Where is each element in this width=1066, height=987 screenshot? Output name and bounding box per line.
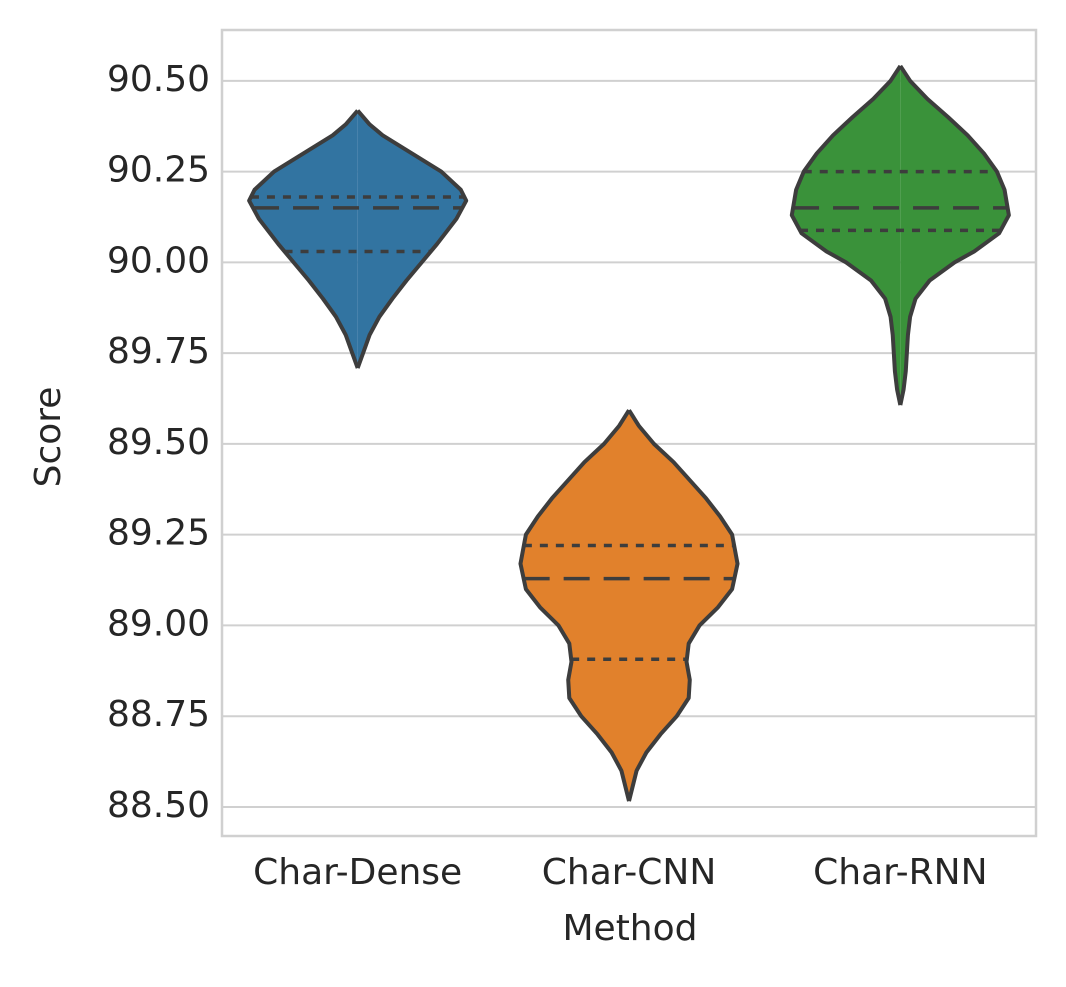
y-tick-label: 90.00 — [107, 240, 210, 281]
x-axis-label: Method — [562, 908, 697, 949]
y-tick-label: 88.75 — [107, 694, 210, 735]
y-tick-label: 90.50 — [107, 59, 210, 100]
y-tick-label: 89.25 — [107, 513, 210, 554]
violin-half — [898, 64, 1011, 406]
y-tick-label: 89.00 — [107, 603, 210, 644]
x-tick-label: Char-RNN — [813, 852, 987, 893]
y-tick-label: 89.75 — [107, 331, 210, 372]
plot-frame — [220, 28, 1038, 838]
violin-half — [789, 64, 903, 406]
y-tick-label: 90.25 — [107, 150, 210, 191]
violin-half — [247, 109, 360, 369]
x-tick-label: Char-Dense — [253, 852, 462, 893]
y-tick-label: 88.50 — [107, 785, 210, 826]
y-axis-label: Score — [28, 387, 69, 488]
y-tick-label: 89.50 — [107, 422, 210, 463]
violin-half — [627, 409, 740, 802]
violin-half — [355, 109, 469, 369]
violin-half — [518, 409, 631, 802]
x-tick-label: Char-CNN — [542, 852, 717, 893]
